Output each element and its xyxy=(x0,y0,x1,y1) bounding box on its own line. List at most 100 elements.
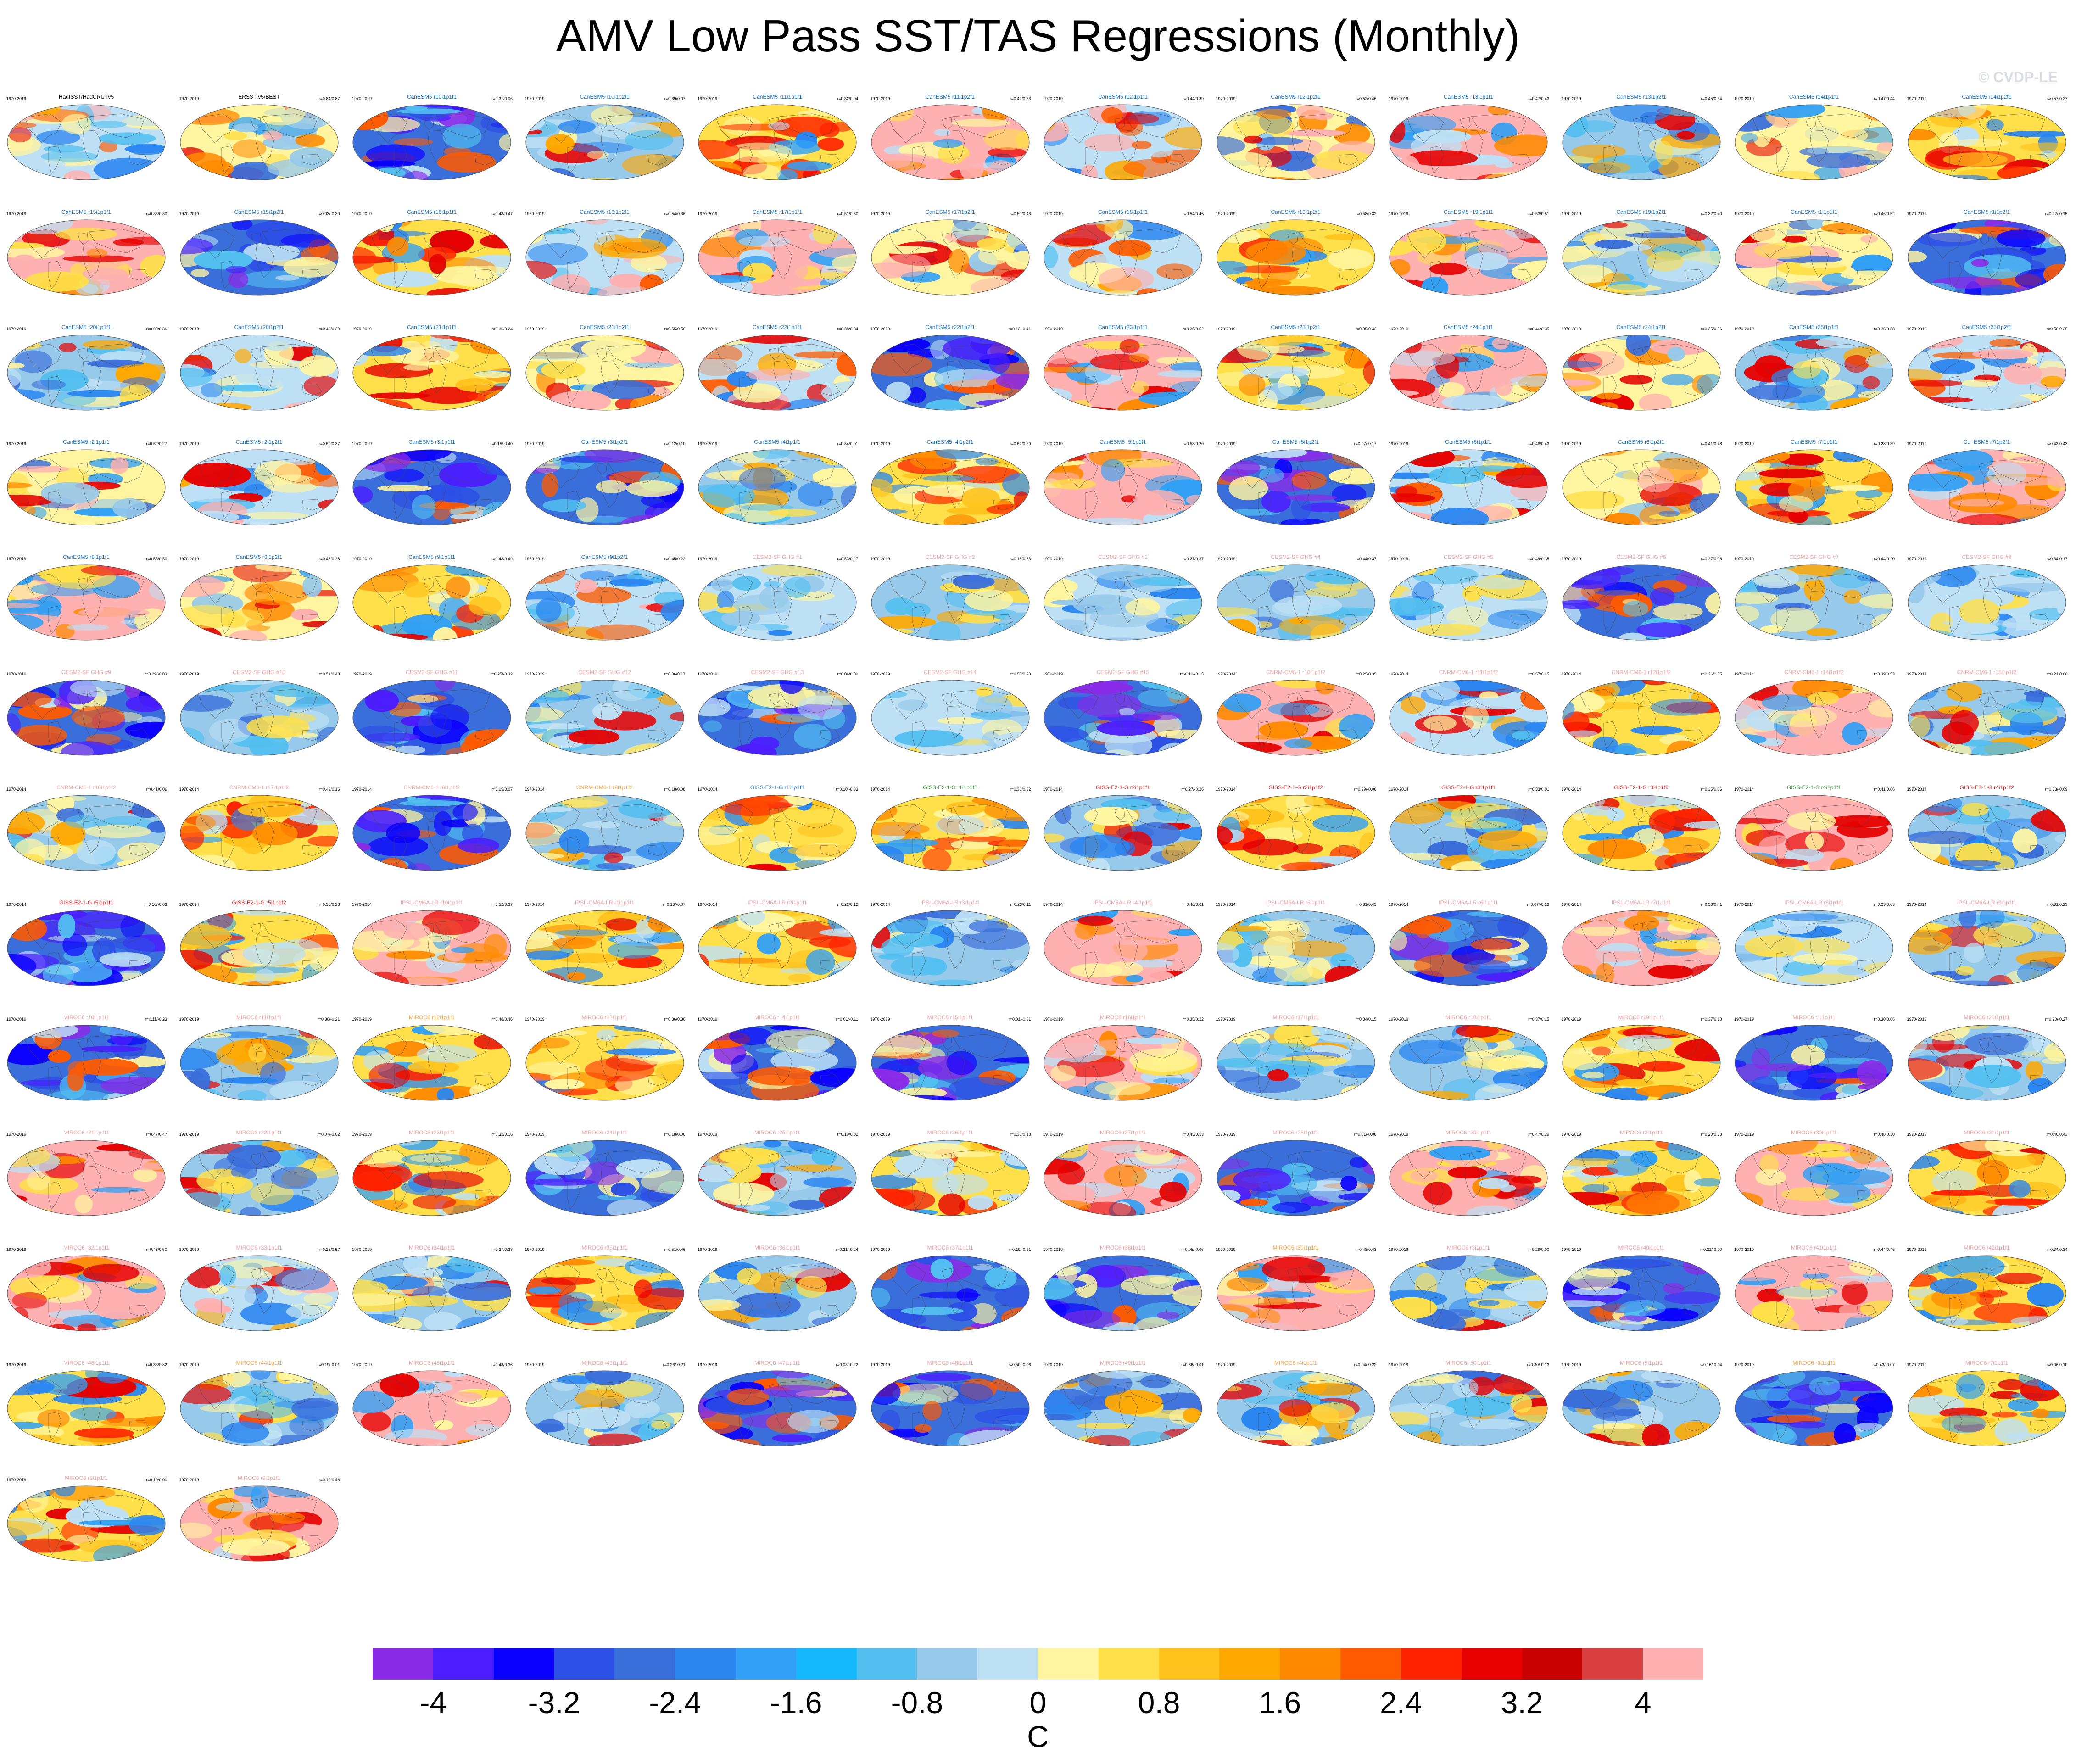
colorbar-tick-label: -2.4 xyxy=(649,1686,701,1719)
panel-correlation: r=0.34/0.01 xyxy=(837,441,858,447)
regression-map xyxy=(7,680,166,756)
panel-title: CanESM5 r24i1p1f1 xyxy=(1443,324,1494,330)
panel-date-range: 1970-2019 xyxy=(179,672,199,676)
regression-map xyxy=(1217,910,1375,986)
panel-correlation: r=0.49/0.35 xyxy=(1528,557,1549,562)
panel-title: MIROC6 r7i1p1f1 xyxy=(1965,1359,2009,1366)
panel-date-range: 1970-2019 xyxy=(870,441,890,447)
page-title: AMV Low Pass SST/TAS Regressions (Monthl… xyxy=(556,11,1520,61)
regression-map xyxy=(7,564,166,641)
panel-correlation: r=0.45/0.53 xyxy=(1183,1132,1204,1137)
panel-title: GISS-E2-1-G r2i1p1f2 xyxy=(1268,784,1323,791)
panel-title: CanESM5 r18i1p1f1 xyxy=(1098,208,1148,215)
panel-date-range: 1970-2019 xyxy=(352,211,372,216)
panel-date-range: 1970-2019 xyxy=(1216,96,1236,101)
regression-map xyxy=(1908,449,2066,525)
regression-map xyxy=(1389,449,1548,525)
map-panel: 1970-2019 HadISST/HadCRUTv5 xyxy=(0,92,173,184)
panel-correlation: r=0.12/0.10 xyxy=(664,441,686,447)
map-panel: 1970-2019 MIROC6 r28i1p1f1 r=0.01/-0.06 xyxy=(1210,1128,1382,1219)
regression-map xyxy=(1389,219,1548,296)
regression-map xyxy=(698,1025,857,1101)
panel-title: MIROC6 r44i1p1f1 xyxy=(236,1359,282,1366)
panel-title: MIROC6 r45i1p1f1 xyxy=(408,1359,455,1366)
colorbar-swatch xyxy=(1401,1648,1462,1680)
panel-title: GISS-E2-1-G r1i1p1f2 xyxy=(923,784,977,791)
colorbar-tick-label: -1.6 xyxy=(770,1686,822,1719)
panel-correlation: r=0.36/0.52 xyxy=(1183,326,1204,331)
panel-title: CanESM5 r3i1p2f1 xyxy=(581,439,628,446)
regression-map xyxy=(525,1370,684,1446)
regression-map xyxy=(1217,335,1375,411)
panel-title: CanESM5 r11i1p2f1 xyxy=(925,94,975,100)
map-panel: 1970-2019 CESM2-SF GHG #1 r=0.53/0.27 xyxy=(691,552,864,644)
panel-date-range: 1970-2019 xyxy=(179,1477,199,1482)
panel-correlation: r=0.36/0.24 xyxy=(491,326,513,331)
panel-title: CanESM5 r17i1p2f1 xyxy=(925,208,975,215)
panel-date-range: 1970-2019 xyxy=(352,441,372,447)
panel-correlation: r=0.21/-0.00 xyxy=(1699,1247,1722,1252)
regression-map xyxy=(352,335,511,411)
map-panel: 1970-2019 CanESM5 r15i1p1f1 r=0.35/0.30 xyxy=(0,207,173,299)
panel-correlation: r=0.46/0.35 xyxy=(1528,326,1549,331)
panel-date-range: 1970-2019 xyxy=(1734,211,1754,216)
panel-title: MIROC6 r19i1p1f1 xyxy=(1618,1014,1664,1021)
panel-date-range: 1970-2014 xyxy=(1734,902,1754,907)
panel-correlation: r=0.36/0.30 xyxy=(664,1017,686,1022)
panel-title: MIROC6 r36i1p1f1 xyxy=(754,1245,801,1251)
panel-date-range: 1970-2014 xyxy=(525,902,545,907)
panel-title: CanESM5 r4i1p2f1 xyxy=(926,439,974,446)
map-panel: 1970-2019 MIROC6 r50i1p1f1 r=0.30/-0.13 xyxy=(1382,1358,1555,1450)
map-panel: 1970-2019 CESM2-SF GHG #4 r=0.44/0.37 xyxy=(1210,552,1382,644)
colorbar-swatch xyxy=(1038,1648,1099,1680)
panel-correlation: r=0.48/0.46 xyxy=(491,1017,513,1022)
map-panel: 1970-2019 CESM2-SF GHG #13 r=0.06/0.00 xyxy=(691,667,864,759)
map-panel: 1970-2019 CanESM5 r19i1p1f1 r=0.53/0.51 xyxy=(1382,207,1555,299)
panel-title: CanESM5 r5i1p2f1 xyxy=(1272,439,1319,446)
regression-map xyxy=(352,564,511,641)
map-panel: 1970-2014 IPSL-CM6A-LR r9i1p1f1 r=0.31/0.2… xyxy=(1901,898,2073,989)
panel-correlation: r=0.46/0.43 xyxy=(1528,441,1549,447)
map-panel: 1970-2019 MIROC6 r9i1p1f1 r=0.10/0.46 xyxy=(173,1473,346,1565)
panel-title: CNRM-CM6-1 r16i1p1f2 xyxy=(56,784,116,791)
panel-title: MIROC6 r25i1p1f1 xyxy=(754,1129,801,1136)
panel-title: MIROC6 r46i1p1f1 xyxy=(581,1359,628,1366)
panel-title: GISS-E2-1-G r5i1p1f2 xyxy=(232,899,286,906)
regression-map xyxy=(1562,910,1720,986)
panel-correlation: r=0.43/-0.07 xyxy=(1872,1362,1895,1367)
panel-date-range: 1970-2019 xyxy=(1734,557,1754,562)
regression-map xyxy=(1562,1370,1720,1446)
regression-map xyxy=(1044,1025,1202,1101)
panel-date-range: 1970-2019 xyxy=(352,1247,372,1252)
map-panel: 1970-2019 MIROC6 r1i1p1f1 r=0.30/0.06 xyxy=(1728,1012,1900,1104)
panel-correlation: r=0.44/0.20 xyxy=(1874,557,1895,562)
map-panel: 1970-2019 CanESM5 r21i1p2f1 r=0.55/0.50 xyxy=(519,322,691,414)
map-panel: 1970-2014 IPSL-CM6A-LR r4i1p1f1 r=0.40/0.6… xyxy=(1037,898,1209,989)
panel-title: CanESM5 r23i1p1f1 xyxy=(1098,324,1148,330)
panel-correlation: r=0.07/-0.02 xyxy=(317,1132,340,1137)
regression-map xyxy=(1044,795,1202,871)
panel-correlation: r=0.47/0.43 xyxy=(1528,96,1549,101)
panel-title: GISS-E2-1-G r4i1p1f1 xyxy=(1786,784,1842,791)
panel-correlation: r=0.19/-0.21 xyxy=(1008,1247,1031,1252)
colorbar-swatch xyxy=(675,1648,736,1680)
map-panel: 1970-2019 CESM2-SF GHG #15 r=-0.10/-0.15 xyxy=(1037,667,1209,759)
panel-title: MIROC6 r9i1p1f1 xyxy=(237,1474,281,1481)
panel-title: MIROC6 r13i1p1f1 xyxy=(581,1014,628,1021)
panel-title: CanESM5 r15i1p2f1 xyxy=(234,208,284,215)
panel-correlation: r=0.10/-0.33 xyxy=(836,787,858,792)
panel-title: CanESM5 r10i1p1f1 xyxy=(407,94,457,100)
panel-date-range: 1970-2019 xyxy=(1907,1362,1927,1367)
colorbar-tick-label: 3.2 xyxy=(1501,1686,1543,1719)
map-panel: 1970-2019 CanESM5 r7i1p2f1 r=0.43/0.43 xyxy=(1901,437,2073,529)
panel-title: CESM2-SF GHG #2 xyxy=(925,554,975,561)
map-panel: 1970-2019 CanESM5 r3i1p1f1 r=0.15/-0.40 xyxy=(346,437,518,529)
regression-map xyxy=(1389,564,1548,641)
panel-correlation: r=0.29/-0.06 xyxy=(1354,787,1377,792)
map-panel: 1970-2014 GISS-E2-1-G r5i1p1f2 r=0.36/0.28 xyxy=(173,898,346,989)
regression-map xyxy=(1217,680,1375,756)
panel-date-range: 1970-2019 xyxy=(1734,1247,1754,1252)
map-panel: 1970-2019 MIROC6 r47i1p1f1 r=0.03/-0.22 xyxy=(691,1358,864,1450)
panel-title: CESM2-SF GHG #9 xyxy=(61,669,112,675)
regression-map xyxy=(1217,795,1375,871)
